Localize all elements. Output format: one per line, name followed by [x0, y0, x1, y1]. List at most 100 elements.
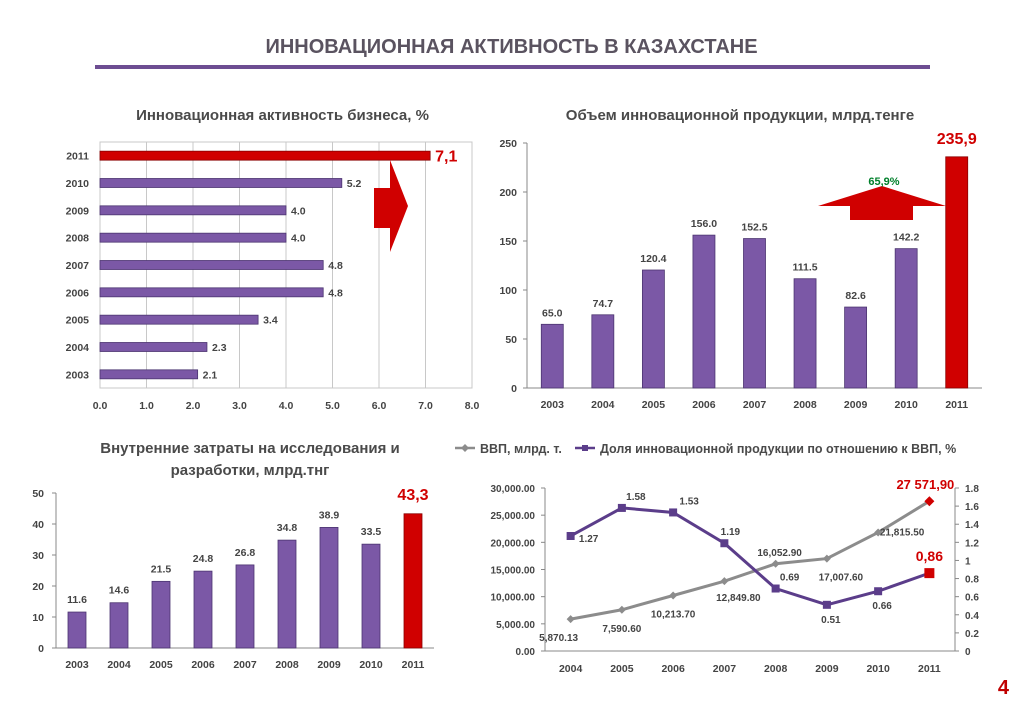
gdp-data-label: 16,052.90 — [757, 548, 802, 559]
x-tick-label: 2007 — [743, 399, 767, 411]
data-label: 120.4 — [640, 253, 666, 265]
right-tick-label: 0.4 — [965, 611, 979, 622]
data-label: 43,3 — [397, 487, 428, 504]
x-tick-label: 2003 — [541, 399, 565, 411]
y-tick-label: 250 — [499, 138, 517, 150]
share-point — [669, 508, 678, 517]
left-tick-label: 5,000.00 — [496, 620, 535, 631]
data-label: 4.8 — [328, 260, 343, 272]
right-tick-label: 1 — [965, 556, 971, 567]
y-tick-label: 20 — [32, 581, 44, 593]
data-label: 152.5 — [741, 222, 767, 234]
data-label: 5.2 — [347, 178, 362, 190]
x-tick-label: 2007 — [233, 659, 257, 671]
data-label: 2.1 — [203, 369, 218, 381]
data-label: 38.9 — [319, 509, 340, 521]
share-point — [874, 587, 883, 596]
x-tick-label: 2009 — [815, 663, 839, 675]
legend-marker — [582, 445, 588, 451]
left-tick-label: 10,000.00 — [491, 593, 536, 604]
x-tick-label: 5.0 — [325, 400, 340, 412]
bar — [99, 232, 287, 243]
gdp-data-label: 10,213.70 — [651, 610, 696, 621]
y-tick-label: 2006 — [66, 287, 90, 299]
bar — [894, 248, 918, 389]
y-tick-label: 2004 — [66, 342, 90, 354]
bar — [109, 602, 129, 649]
y-tick-label: 2011 — [66, 151, 89, 163]
bar — [641, 269, 665, 389]
y-tick-label: 150 — [499, 236, 517, 248]
y-tick-label: 2009 — [66, 205, 90, 217]
x-tick-label: 2004 — [591, 399, 615, 411]
gdp-data-label: 17,007.60 — [819, 573, 864, 584]
x-tick-label: 2009 — [844, 399, 868, 411]
bar — [235, 564, 255, 649]
data-label: 142.2 — [893, 232, 919, 244]
share-point — [924, 568, 935, 579]
bar — [99, 314, 259, 325]
right-arrow-icon — [374, 160, 408, 252]
data-label: 26.8 — [235, 547, 256, 559]
chart1-title: Инновационная активность бизнеса, % — [136, 107, 429, 124]
y-tick-label: 50 — [32, 488, 44, 500]
data-label: 156.0 — [691, 218, 717, 230]
share-data-label: 1.58 — [626, 492, 646, 503]
x-tick-label: 3.0 — [232, 400, 247, 412]
data-label: 2.3 — [212, 342, 227, 354]
share-data-label: 0.51 — [821, 615, 841, 626]
gdp-point — [617, 605, 626, 614]
gdp-data-label: 27 571,90 — [896, 477, 954, 492]
y-tick-label: 10 — [32, 612, 44, 624]
x-tick-label: 2005 — [149, 659, 173, 671]
right-tick-label: 1.2 — [965, 538, 979, 549]
gdp-point — [822, 554, 831, 563]
y-tick-label: 30 — [32, 550, 44, 562]
bar — [277, 539, 297, 649]
share-data-label: 0.66 — [872, 601, 892, 612]
y-tick-label: 2008 — [66, 233, 90, 245]
data-label: 33.5 — [361, 526, 382, 538]
x-tick-label: 2004 — [107, 659, 131, 671]
data-label: 65.0 — [542, 307, 563, 319]
bar — [99, 369, 199, 380]
chart2-title: Объем инновационной продукции, млрд.тенг… — [565, 107, 915, 124]
right-tick-label: 1.6 — [965, 502, 979, 513]
right-tick-label: 1.8 — [965, 484, 979, 495]
gdp-point — [771, 559, 780, 568]
y-tick-label: 2005 — [66, 315, 90, 327]
bar — [361, 543, 381, 649]
bar — [319, 527, 339, 649]
share-data-label: 1.27 — [579, 534, 599, 545]
y-tick-label: 2010 — [66, 178, 90, 190]
x-tick-label: 2006 — [191, 659, 215, 671]
up-arrow-icon — [818, 186, 946, 220]
bar — [591, 314, 615, 389]
gdp-data-label: 7,590.60 — [602, 624, 641, 635]
data-label: 7,1 — [435, 149, 457, 166]
share-point — [566, 531, 575, 540]
x-tick-label: 4.0 — [279, 400, 294, 412]
legend-label: Доля инновационной продукции по отношени… — [600, 442, 956, 456]
share-data-label: 1.53 — [679, 496, 699, 507]
y-tick-label: 100 — [499, 285, 517, 297]
gdp-point — [874, 528, 883, 537]
right-tick-label: 0.6 — [965, 593, 979, 604]
x-tick-label: 2.0 — [186, 400, 201, 412]
data-label: 4.0 — [291, 205, 306, 217]
gdp-line — [570, 499, 931, 621]
gdp-data-label: 5,870.13 — [539, 633, 578, 644]
x-tick-label: 2007 — [713, 663, 737, 675]
legend-label: ВВП, млрд. т. — [480, 442, 562, 456]
x-tick-label: 0.0 — [93, 400, 108, 412]
x-tick-label: 2011 — [918, 663, 941, 675]
x-tick-label: 2008 — [764, 663, 788, 675]
x-tick-label: 2010 — [894, 399, 918, 411]
share-point — [617, 503, 626, 512]
bar — [99, 150, 431, 161]
share-data-label: 1.19 — [721, 527, 741, 538]
x-tick-label: 2003 — [65, 659, 89, 671]
share-point — [822, 600, 831, 609]
